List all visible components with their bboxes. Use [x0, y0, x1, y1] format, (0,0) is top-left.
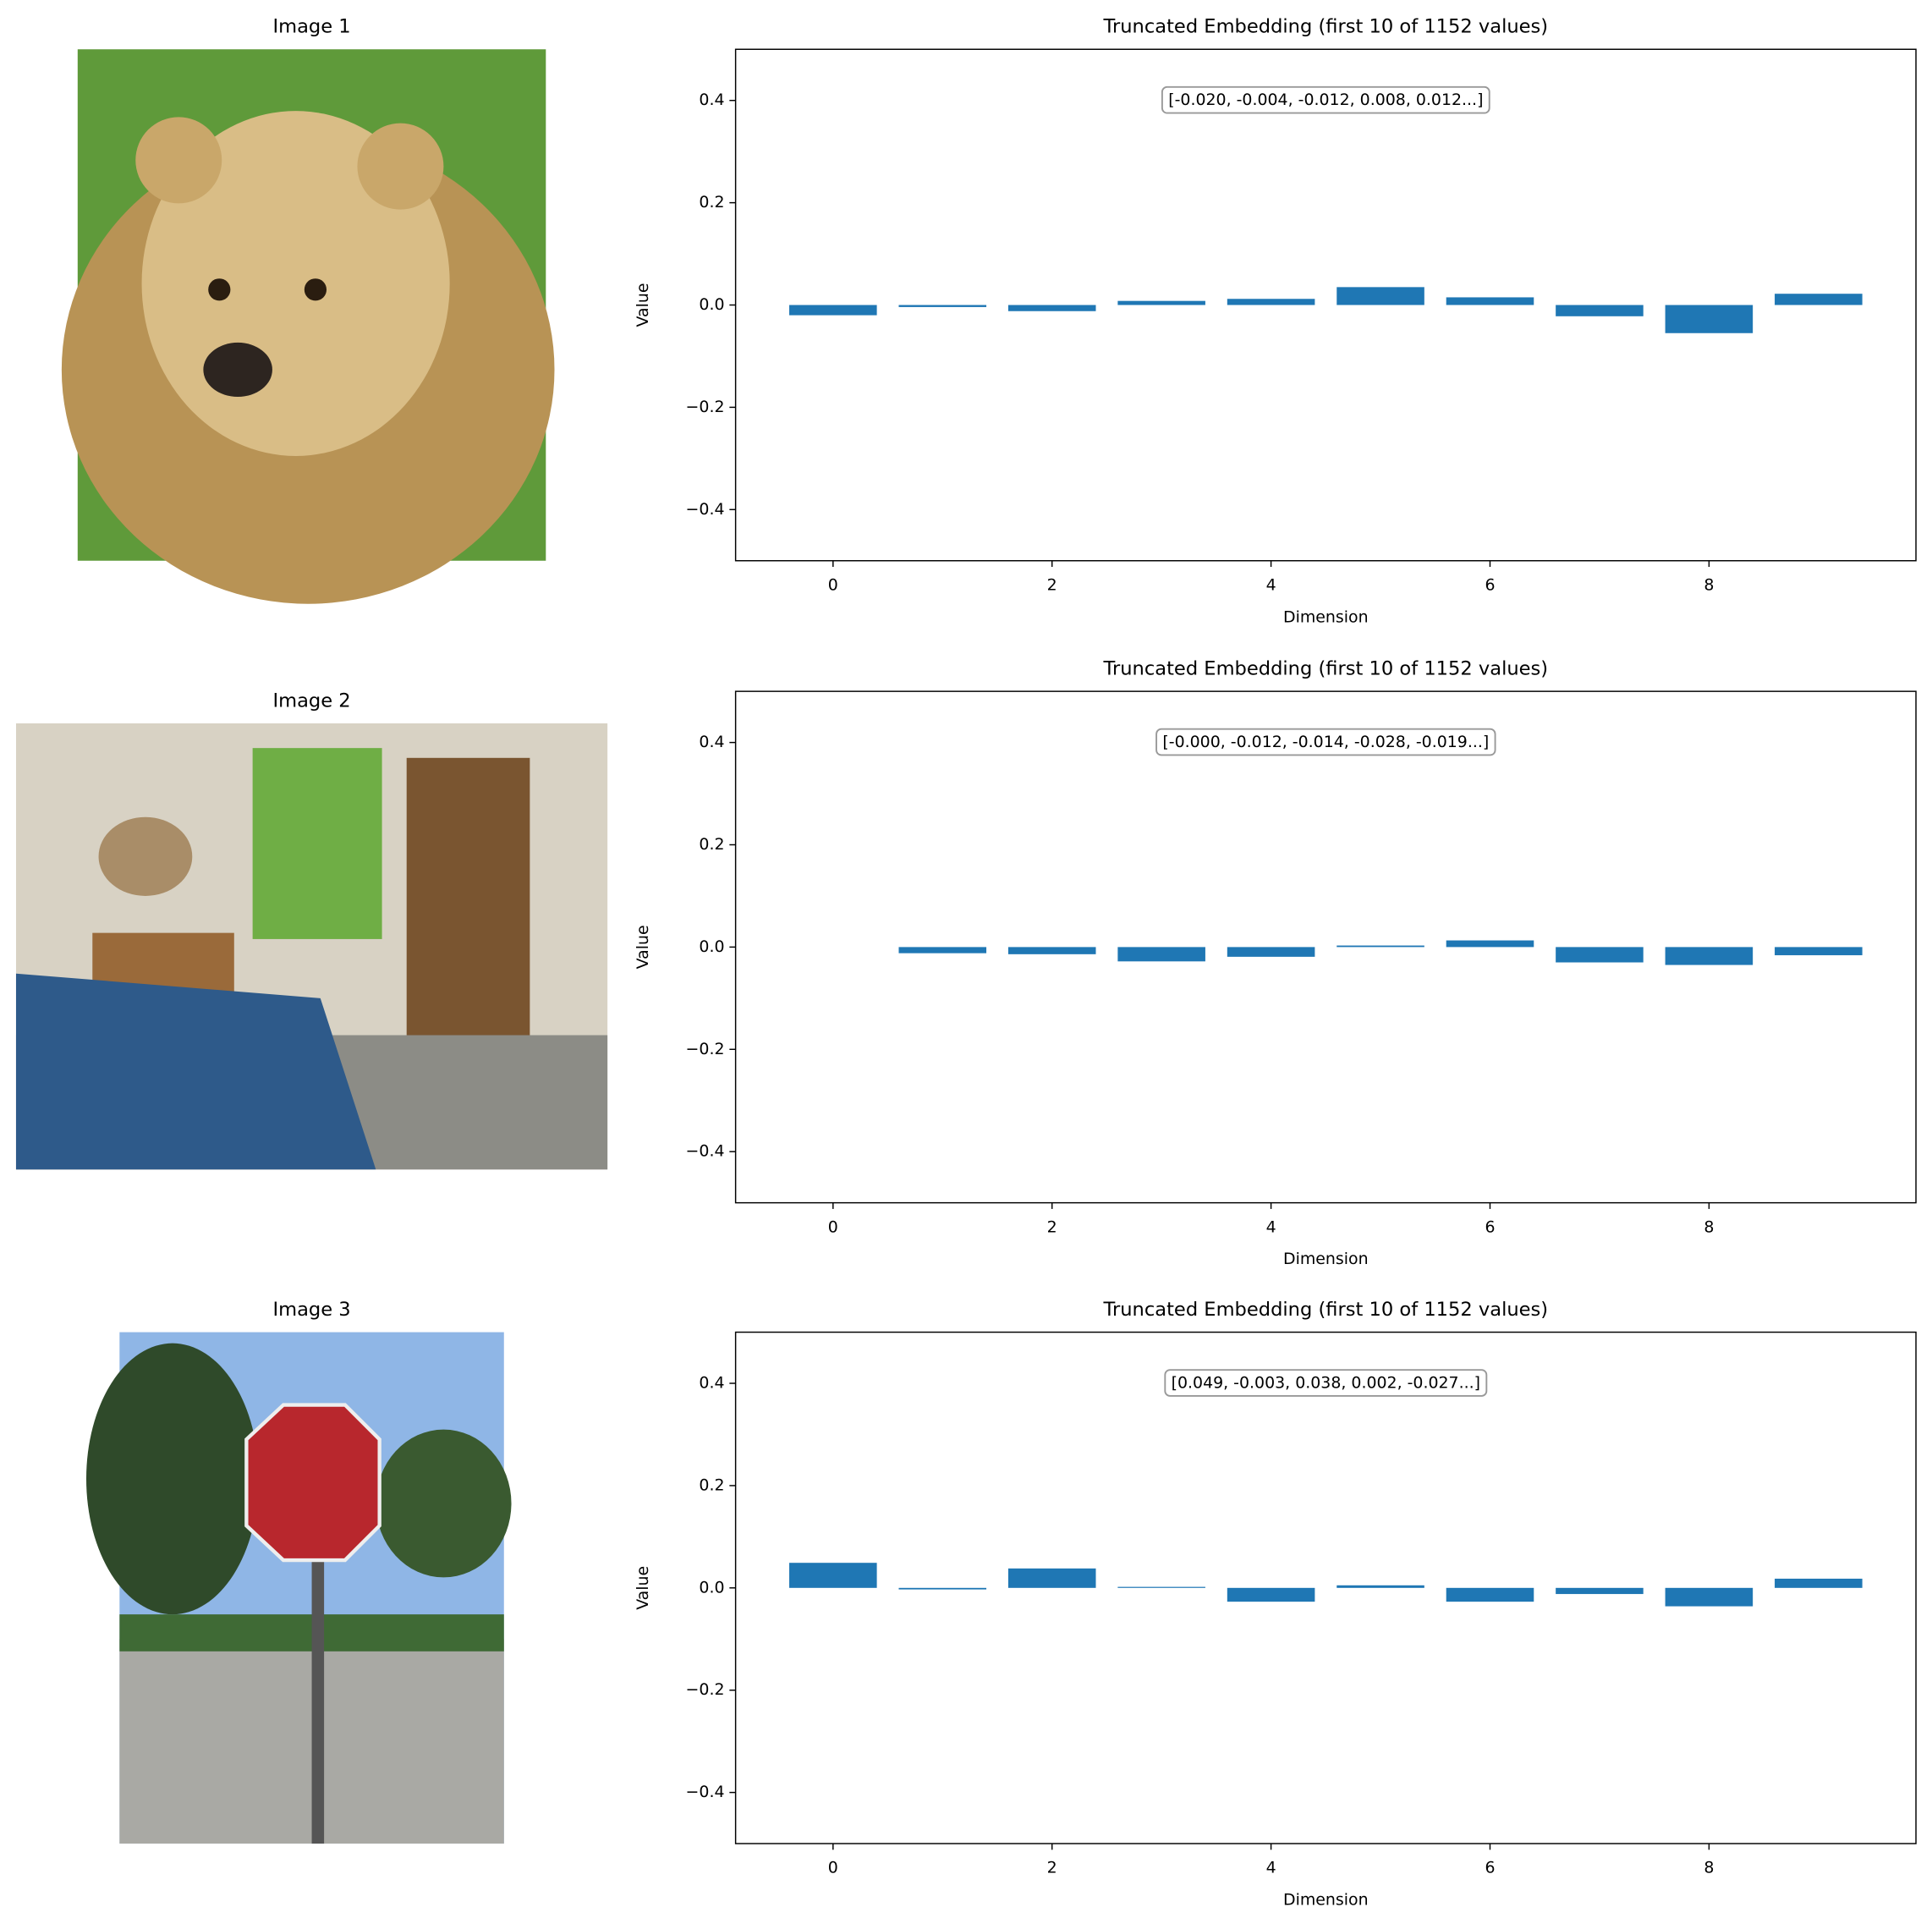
- bookshelf: [406, 757, 530, 1048]
- y-tick-label: 0.2: [699, 1476, 724, 1494]
- bar: [1336, 945, 1424, 948]
- annotation-text: [-0.020, -0.004, -0.012, 0.008, 0.012...…: [1168, 91, 1483, 109]
- stop-sign: [244, 1403, 381, 1563]
- x-tick-label: 2: [1047, 1859, 1057, 1877]
- bed: [15, 973, 376, 1170]
- bar: [1117, 300, 1205, 305]
- x-tick-label: 2: [1047, 575, 1057, 594]
- x-axis-label: Dimension: [1283, 1250, 1369, 1268]
- y-tick-label: −0.2: [686, 398, 725, 416]
- bar: [789, 1563, 877, 1588]
- bar: [1556, 305, 1644, 316]
- bar: [1775, 947, 1863, 956]
- bar: [1007, 305, 1096, 311]
- x-tick-label: 0: [828, 1859, 838, 1877]
- bar: [1007, 1568, 1096, 1588]
- bear-ear: [135, 117, 222, 204]
- x-tick-label: 4: [1266, 575, 1276, 594]
- bear-eye: [304, 278, 327, 301]
- y-tick-label: 0.0: [699, 295, 724, 314]
- image-title: Image 2: [272, 690, 350, 712]
- x-tick-label: 6: [1485, 1859, 1495, 1877]
- bear-ear: [357, 123, 444, 210]
- y-tick-label: −0.4: [686, 500, 725, 519]
- y-tick-label: −0.2: [686, 1040, 725, 1058]
- x-tick-label: 0: [828, 575, 838, 594]
- photo-stop-sign: [85, 1332, 512, 1844]
- annotation: [0.049, -0.003, 0.038, 0.002, -0.027...]: [1164, 1369, 1488, 1397]
- x-tick-label: 2: [1047, 1217, 1057, 1236]
- bar: [1227, 947, 1315, 957]
- bear-nose: [203, 342, 272, 398]
- annotation: [-0.020, -0.004, -0.012, 0.008, 0.012...…: [1161, 85, 1490, 114]
- x-tick-label: 4: [1266, 1859, 1276, 1877]
- annotation-text: [0.049, -0.003, 0.038, 0.002, -0.027...]: [1172, 1374, 1480, 1393]
- bar: [1775, 1578, 1863, 1588]
- mirror: [98, 816, 193, 896]
- x-axis-label: Dimension: [1283, 1891, 1369, 1910]
- bar: [898, 947, 987, 954]
- bar: [1336, 287, 1424, 305]
- y-tick-label: 0.4: [699, 733, 724, 751]
- x-tick-label: 0: [828, 1217, 838, 1236]
- bear-eye: [208, 278, 231, 301]
- bar: [1007, 947, 1096, 954]
- annotation-box: [1164, 1369, 1488, 1397]
- y-tick-label: 0.4: [699, 1374, 724, 1393]
- chart-title: Truncated Embedding (first 10 of 1152 va…: [1103, 1299, 1549, 1321]
- bar: [789, 305, 877, 316]
- x-tick-label: 4: [1266, 1217, 1276, 1236]
- y-tick-label: −0.4: [686, 1783, 725, 1801]
- bar: [1446, 940, 1534, 948]
- bar: [1665, 305, 1754, 333]
- image-title: Image 1: [272, 16, 350, 38]
- annotation: [-0.000, -0.012, -0.014, -0.028, -0.019.…: [1155, 728, 1496, 756]
- y-tick-label: 0.0: [699, 937, 724, 956]
- y-tick-label: −0.4: [686, 1142, 725, 1161]
- x-tick-label: 8: [1704, 1859, 1714, 1877]
- sign-post: [311, 1540, 325, 1844]
- x-tick-label: 8: [1704, 1217, 1714, 1236]
- bar: [1117, 1586, 1205, 1588]
- y-tick-label: −0.2: [686, 1680, 725, 1699]
- bar: [1227, 1587, 1315, 1602]
- bar: [1117, 947, 1205, 962]
- chart-title: Truncated Embedding (first 10 of 1152 va…: [1103, 657, 1549, 679]
- bar: [1336, 1585, 1424, 1588]
- bar: [1556, 947, 1644, 963]
- y-tick-label: 0.2: [699, 193, 724, 212]
- bar: [898, 1587, 987, 1590]
- tree: [85, 1343, 259, 1615]
- y-tick-label: 0.0: [699, 1578, 724, 1597]
- y-axis-label: Value: [634, 283, 652, 327]
- bar: [1665, 947, 1754, 965]
- photo-bear: [61, 49, 555, 604]
- bar: [898, 305, 987, 307]
- annotation-box: [1155, 728, 1496, 756]
- bar: [1446, 297, 1534, 305]
- bar: [1227, 299, 1315, 305]
- x-tick-label: 6: [1485, 575, 1495, 594]
- x-tick-label: 6: [1485, 1217, 1495, 1236]
- annotation-text: [-0.000, -0.012, -0.014, -0.028, -0.019.…: [1162, 733, 1489, 751]
- x-tick-label: 8: [1704, 575, 1714, 594]
- image-title: Image 3: [272, 1299, 350, 1321]
- x-axis-label: Dimension: [1283, 607, 1369, 626]
- bar: [1665, 1587, 1754, 1607]
- bar: [1775, 294, 1863, 305]
- bar: [1446, 1587, 1534, 1602]
- photo-bedroom: [15, 723, 608, 1170]
- y-axis-label: Value: [634, 1566, 652, 1610]
- y-tick-label: 0.4: [699, 91, 724, 109]
- bar: [1556, 1587, 1644, 1595]
- chart-title: Truncated Embedding (first 10 of 1152 va…: [1103, 16, 1549, 38]
- window: [252, 748, 382, 939]
- y-axis-label: Value: [634, 925, 652, 969]
- y-tick-label: 0.2: [699, 835, 724, 854]
- annotation-box: [1161, 85, 1490, 114]
- tree: [376, 1429, 512, 1578]
